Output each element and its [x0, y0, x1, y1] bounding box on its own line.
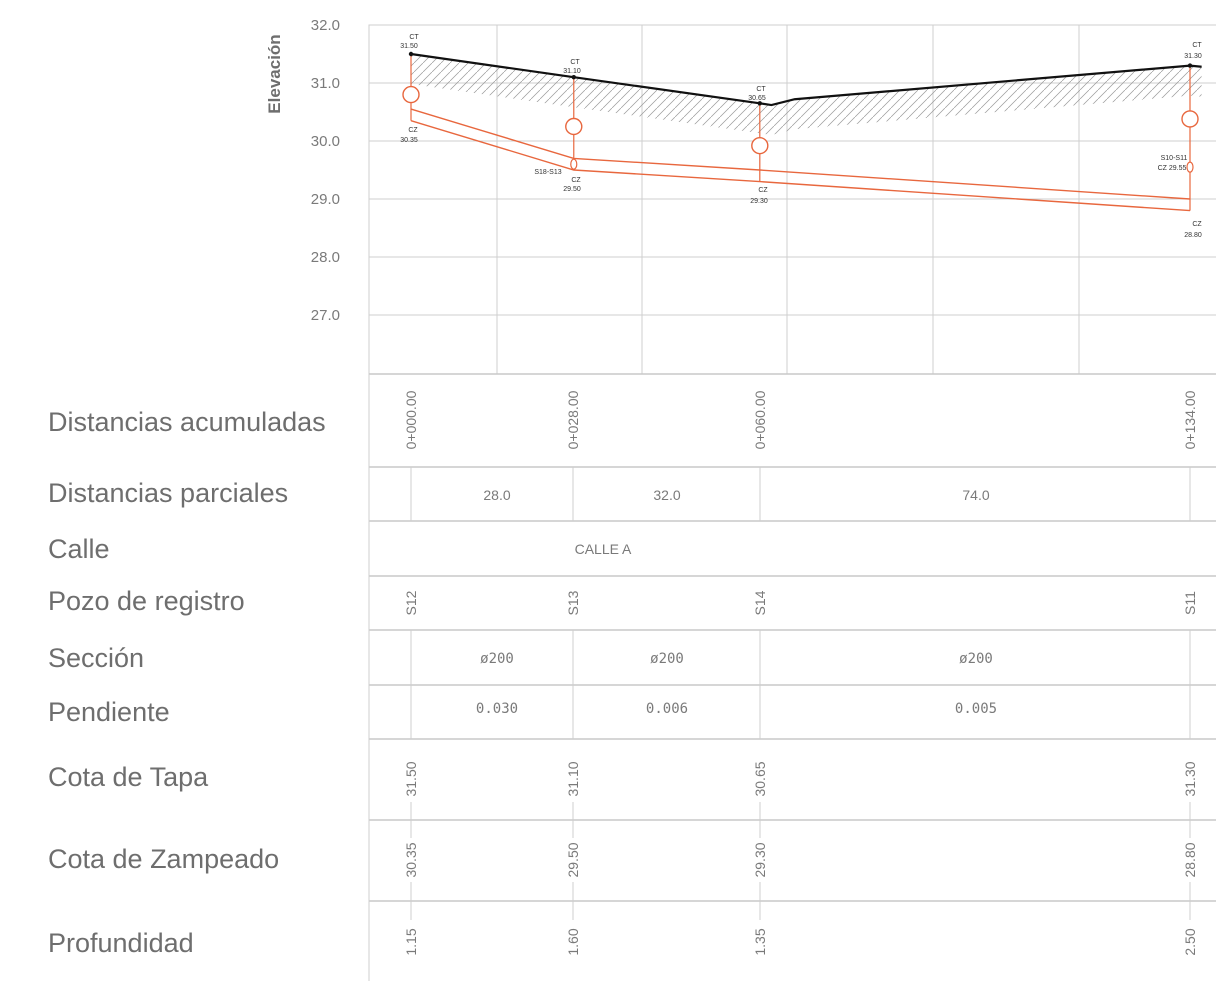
incoming-pipe-marker — [1186, 161, 1194, 173]
ct-label: CT — [409, 34, 419, 41]
street-name: CALLE A — [575, 541, 632, 557]
ground-hatch — [411, 54, 1202, 135]
y-axis-ticks: 32.0 31.0 30.0 29.0 28.0 27.0 — [311, 17, 340, 324]
table-cell: 28.80 — [1182, 842, 1198, 877]
table-cell: 0.006 — [646, 701, 688, 717]
pipe-crown-line — [410, 108, 1191, 200]
row-label-pendiente: Pendiente — [48, 697, 170, 727]
row-seccion: ø200 ø200 ø200 — [480, 651, 993, 667]
row-label-cota-tapa: Cota de Tapa — [48, 762, 209, 792]
y-tick-label: 32.0 — [311, 17, 340, 34]
ct-label: CT — [570, 59, 580, 66]
row-label-profundidad: Profundidad — [48, 928, 194, 958]
table-cell: 31.30 — [1182, 761, 1198, 796]
cz-value: 29.50 — [563, 186, 581, 193]
ct-value: 31.50 — [400, 43, 418, 50]
row-distancias-parciales: 28.0 32.0 74.0 — [483, 487, 989, 503]
table-cell: 32.0 — [653, 487, 680, 503]
table-cell: 30.35 — [403, 842, 419, 877]
table-cell: 31.50 — [403, 761, 419, 796]
manhole-id: S14 — [752, 590, 768, 615]
table-grid — [368, 373, 1216, 981]
pipe-invert-line — [410, 120, 1191, 212]
row-pozos: S12 S13 S14 S11 — [403, 590, 1198, 615]
table-cell: 0.005 — [955, 701, 997, 717]
cz-label: CZ — [758, 187, 768, 194]
table-cell: 0.030 — [476, 701, 518, 717]
manhole-id: S11 — [1182, 591, 1198, 615]
table-cell: 0+000.00 — [403, 390, 419, 449]
ground-hatch-band — [411, 54, 1202, 135]
y-tick-label: 30.0 — [311, 133, 340, 150]
table-cell: ø200 — [959, 651, 993, 667]
table-cell: 30.65 — [752, 761, 768, 796]
table-cell: 0+028.00 — [565, 390, 581, 449]
table-cell: 2.50 — [1182, 928, 1198, 955]
ct-label: CT — [1192, 42, 1202, 49]
row-label-distancias-parciales: Distancias parciales — [48, 478, 288, 508]
manhole-top-point — [571, 75, 576, 80]
manhole-circle — [1181, 110, 1199, 128]
table-cell: 0+060.00 — [752, 390, 768, 449]
table-cell: 0+134.00 — [1182, 390, 1198, 449]
cz-value: 30.35 — [400, 137, 418, 144]
row-label-cota-zampeado: Cota de Zampeado — [48, 844, 279, 874]
y-tick-label: 28.0 — [311, 249, 340, 266]
row-label-seccion: Sección — [48, 643, 144, 673]
manhole-id: S13 — [565, 590, 581, 615]
table-cell: 1.15 — [403, 928, 419, 955]
row-cota-zampeado: 30.35 29.50 29.30 28.80 — [403, 842, 1198, 877]
row-cota-tapa: 31.50 31.10 30.65 31.30 — [403, 761, 1198, 796]
ct-annotations: CT 31.50 CT 31.10 CT 30.65 CT 31.30 — [400, 34, 1202, 102]
cz-annotations: CZ 30.35 CZ 29.50 CZ 29.30 CZ 28.80 S18-… — [400, 127, 1202, 239]
ct-value: 31.30 — [1184, 53, 1202, 60]
incoming-pipe-marker — [570, 158, 578, 170]
y-axis-label: Elevación — [265, 34, 284, 113]
row-label-pozo: Pozo de registro — [48, 586, 245, 616]
y-tick-label: 29.0 — [311, 191, 340, 208]
y-tick-label: 31.0 — [311, 75, 340, 92]
row-pendiente: 0.030 0.006 0.005 — [476, 701, 997, 717]
manhole-circle — [751, 136, 769, 155]
connection-label: CZ 29.55 — [1158, 165, 1187, 172]
manhole-id: S12 — [403, 590, 419, 615]
table-cell: 74.0 — [962, 487, 989, 503]
cz-label: CZ — [408, 127, 418, 134]
table-cell: 28.0 — [483, 487, 510, 503]
table-cell: ø200 — [480, 651, 514, 667]
row-labels: Distancias acumuladas Distancias parcial… — [48, 407, 326, 958]
cz-label: CZ — [1192, 221, 1202, 228]
row-distancias-acumuladas: 0+000.00 0+028.00 0+060.00 0+134.00 — [403, 390, 1198, 449]
ct-value: 30.65 — [748, 95, 766, 102]
manhole-top-point — [408, 51, 414, 57]
table-cell: 29.30 — [752, 842, 768, 877]
manhole-circle — [565, 117, 583, 136]
table-cell: 29.50 — [565, 842, 581, 877]
y-tick-label: 27.0 — [311, 307, 340, 324]
cz-value: 28.80 — [1184, 232, 1202, 239]
ct-label: CT — [756, 86, 766, 93]
connection-label: S10-S11 — [1161, 155, 1188, 162]
manhole-top-point — [1187, 63, 1193, 68]
table-cell: 1.60 — [565, 928, 581, 955]
table-cell: ø200 — [650, 651, 684, 667]
manhole-layer — [402, 51, 1199, 211]
manhole-top-point — [757, 101, 763, 106]
manhole-circle — [402, 85, 420, 104]
pipe-layer — [410, 108, 1191, 212]
table-cell: 31.10 — [565, 761, 581, 796]
cz-label: CZ — [571, 177, 581, 184]
row-profundidad: 1.15 1.60 1.35 2.50 — [403, 928, 1198, 955]
table-cell: 1.35 — [752, 928, 768, 955]
cz-value: 29.30 — [750, 198, 768, 205]
ct-value: 31.10 — [563, 68, 581, 75]
row-label-distancias-acumuladas: Distancias acumuladas — [48, 407, 326, 437]
connection-label: S18-S13 — [534, 169, 561, 176]
row-label-calle: Calle — [48, 534, 110, 564]
